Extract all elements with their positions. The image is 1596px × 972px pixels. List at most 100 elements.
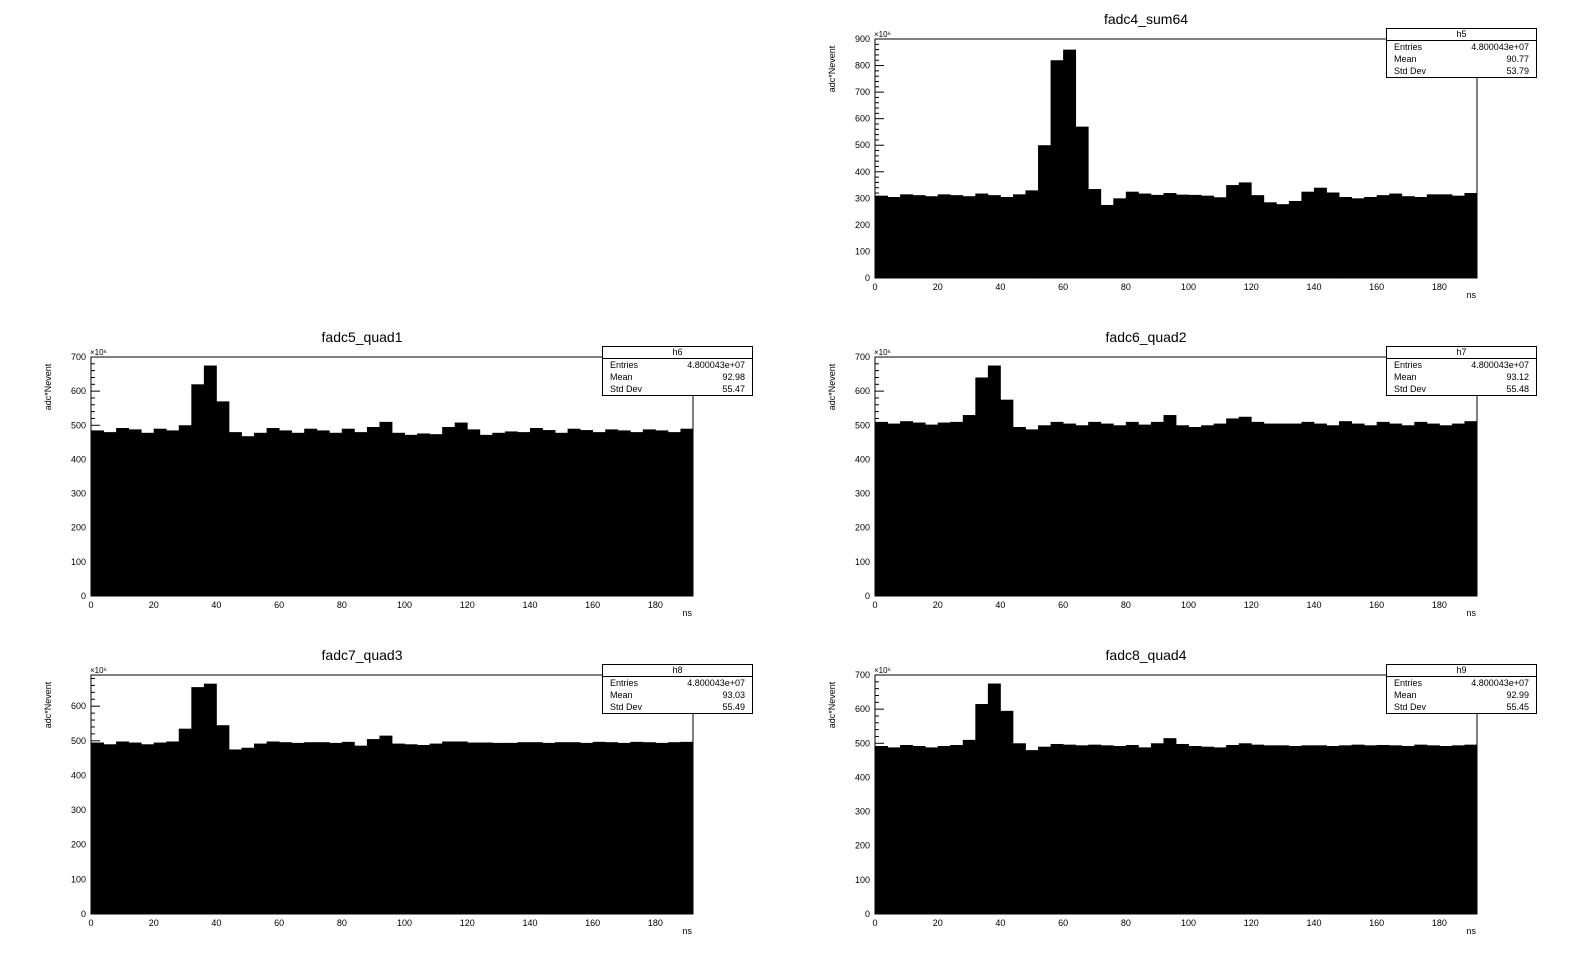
histogram-bar — [454, 422, 468, 596]
histogram-bar — [1050, 60, 1064, 278]
histogram-bar — [962, 415, 976, 596]
histogram-bar — [605, 429, 619, 596]
stats-histogram-name: h8 — [603, 665, 752, 677]
histogram-bar — [605, 742, 619, 914]
histogram-bar — [203, 365, 217, 596]
histogram-bar — [630, 741, 644, 914]
x-axis-label: ns — [1466, 290, 1476, 300]
x-tick-label: 100 — [397, 600, 412, 610]
histogram-bar — [504, 742, 518, 914]
histogram-bar — [1401, 425, 1415, 596]
histogram-bar — [116, 428, 130, 596]
stats-histogram-name: h6 — [603, 347, 752, 359]
histogram-bar — [1188, 194, 1202, 278]
histogram-bar — [454, 741, 468, 914]
histogram-bar — [900, 744, 914, 914]
y-tick-label: 600 — [71, 386, 86, 396]
histogram-bar — [254, 432, 267, 596]
histogram-bar — [1414, 744, 1428, 914]
histogram-bar — [216, 401, 230, 596]
histogram-bar — [950, 195, 964, 278]
x-tick-label: 40 — [211, 600, 221, 610]
histogram-bar — [1163, 738, 1177, 914]
histogram-bar — [1276, 204, 1290, 278]
y-axis-label: adc*Nevent — [827, 681, 837, 728]
histogram-bar — [950, 744, 964, 914]
histogram-bar — [555, 742, 568, 914]
histogram-bar — [366, 739, 380, 914]
histogram-bar — [1063, 423, 1077, 596]
histogram-bar — [900, 194, 914, 278]
histogram-bar — [291, 432, 305, 596]
y-tick-label: 600 — [71, 701, 86, 711]
y-tick-label: 500 — [855, 420, 870, 430]
stats-box: h9 Entries 4.800043e+07 Mean 92.99 Std Dev 55.… — [1386, 664, 1537, 714]
histogram-bar — [987, 195, 1001, 278]
y-axis-label: adc*Nevent — [43, 363, 53, 410]
histogram-bar — [1138, 424, 1152, 596]
stats-mean-label: Mean — [610, 372, 633, 382]
histogram-bar — [542, 430, 556, 596]
histogram-bar — [1351, 423, 1365, 596]
stats-mean-row: Mean 90.77 — [1387, 53, 1536, 65]
histogram-bar — [1113, 425, 1127, 596]
y-tick-label: 0 — [81, 909, 86, 919]
histogram-bar — [1451, 745, 1465, 914]
histogram-bar — [1401, 196, 1415, 278]
histogram-bar — [241, 436, 255, 596]
histogram-bar — [479, 742, 493, 914]
stats-box: h6 Entries 4.800043e+07 Mean 92.98 Std Dev 55.… — [602, 346, 753, 396]
histogram-bar — [291, 742, 305, 914]
histogram-bar — [1163, 415, 1177, 596]
y-tick-label: 200 — [855, 841, 870, 851]
histogram-bar — [1088, 189, 1102, 278]
histogram-bar — [1288, 200, 1302, 278]
chart-title: fadc6_quad2 — [1106, 329, 1187, 345]
x-tick-label: 100 — [1181, 918, 1196, 928]
histogram-bar — [417, 744, 431, 914]
stats-entries-value: 4.800043e+07 — [1471, 360, 1529, 370]
x-tick-label: 60 — [1058, 918, 1068, 928]
histogram-bar — [1012, 194, 1026, 278]
histogram-bar — [1326, 425, 1340, 596]
histogram-bar — [1351, 744, 1365, 914]
stats-entries-row: Entries 4.800043e+07 — [1387, 359, 1536, 371]
histogram-bar — [1125, 191, 1139, 278]
histogram-bar — [504, 431, 518, 596]
x-tick-label: 0 — [88, 918, 93, 928]
x-tick-label: 180 — [1432, 282, 1447, 292]
y-tick-label: 700 — [855, 352, 870, 362]
histogram-bar — [1389, 193, 1403, 278]
histogram-bar — [392, 432, 405, 596]
histogram-bar — [542, 742, 556, 914]
x-tick-label: 160 — [585, 918, 600, 928]
x-tick-label: 20 — [149, 918, 159, 928]
histogram-bar — [1050, 421, 1064, 596]
y-exponent-label: ×10⁶ — [90, 348, 107, 357]
x-tick-label: 40 — [995, 282, 1005, 292]
stats-mean-value: 92.99 — [1506, 690, 1529, 700]
histogram-bar — [1313, 187, 1327, 278]
x-tick-label: 20 — [933, 282, 943, 292]
y-tick-label: 300 — [855, 489, 870, 499]
histogram-bar — [887, 423, 901, 596]
histogram-bar — [962, 739, 976, 914]
chart-title: fadc7_quad3 — [322, 647, 403, 663]
x-tick-label: 180 — [648, 918, 663, 928]
y-tick-label: 100 — [855, 875, 870, 885]
histogram-bar — [580, 430, 594, 596]
histogram-bar — [442, 426, 456, 596]
y-tick-label: 300 — [855, 807, 870, 817]
histogram-bar — [1238, 182, 1252, 278]
histogram-bar — [975, 377, 989, 596]
stats-entries-row: Entries 4.800043e+07 — [603, 359, 752, 371]
x-tick-label: 120 — [1244, 282, 1259, 292]
histogram-bar — [1201, 425, 1215, 596]
x-tick-label: 40 — [211, 918, 221, 928]
histogram-bar — [900, 421, 914, 596]
x-tick-label: 120 — [1244, 600, 1259, 610]
histogram-bar — [1038, 746, 1051, 914]
histogram-bar — [178, 728, 192, 914]
